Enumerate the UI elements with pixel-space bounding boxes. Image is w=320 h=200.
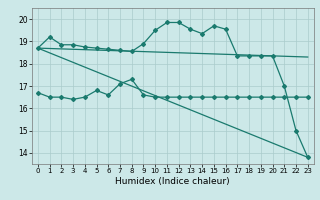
X-axis label: Humidex (Indice chaleur): Humidex (Indice chaleur) xyxy=(116,177,230,186)
